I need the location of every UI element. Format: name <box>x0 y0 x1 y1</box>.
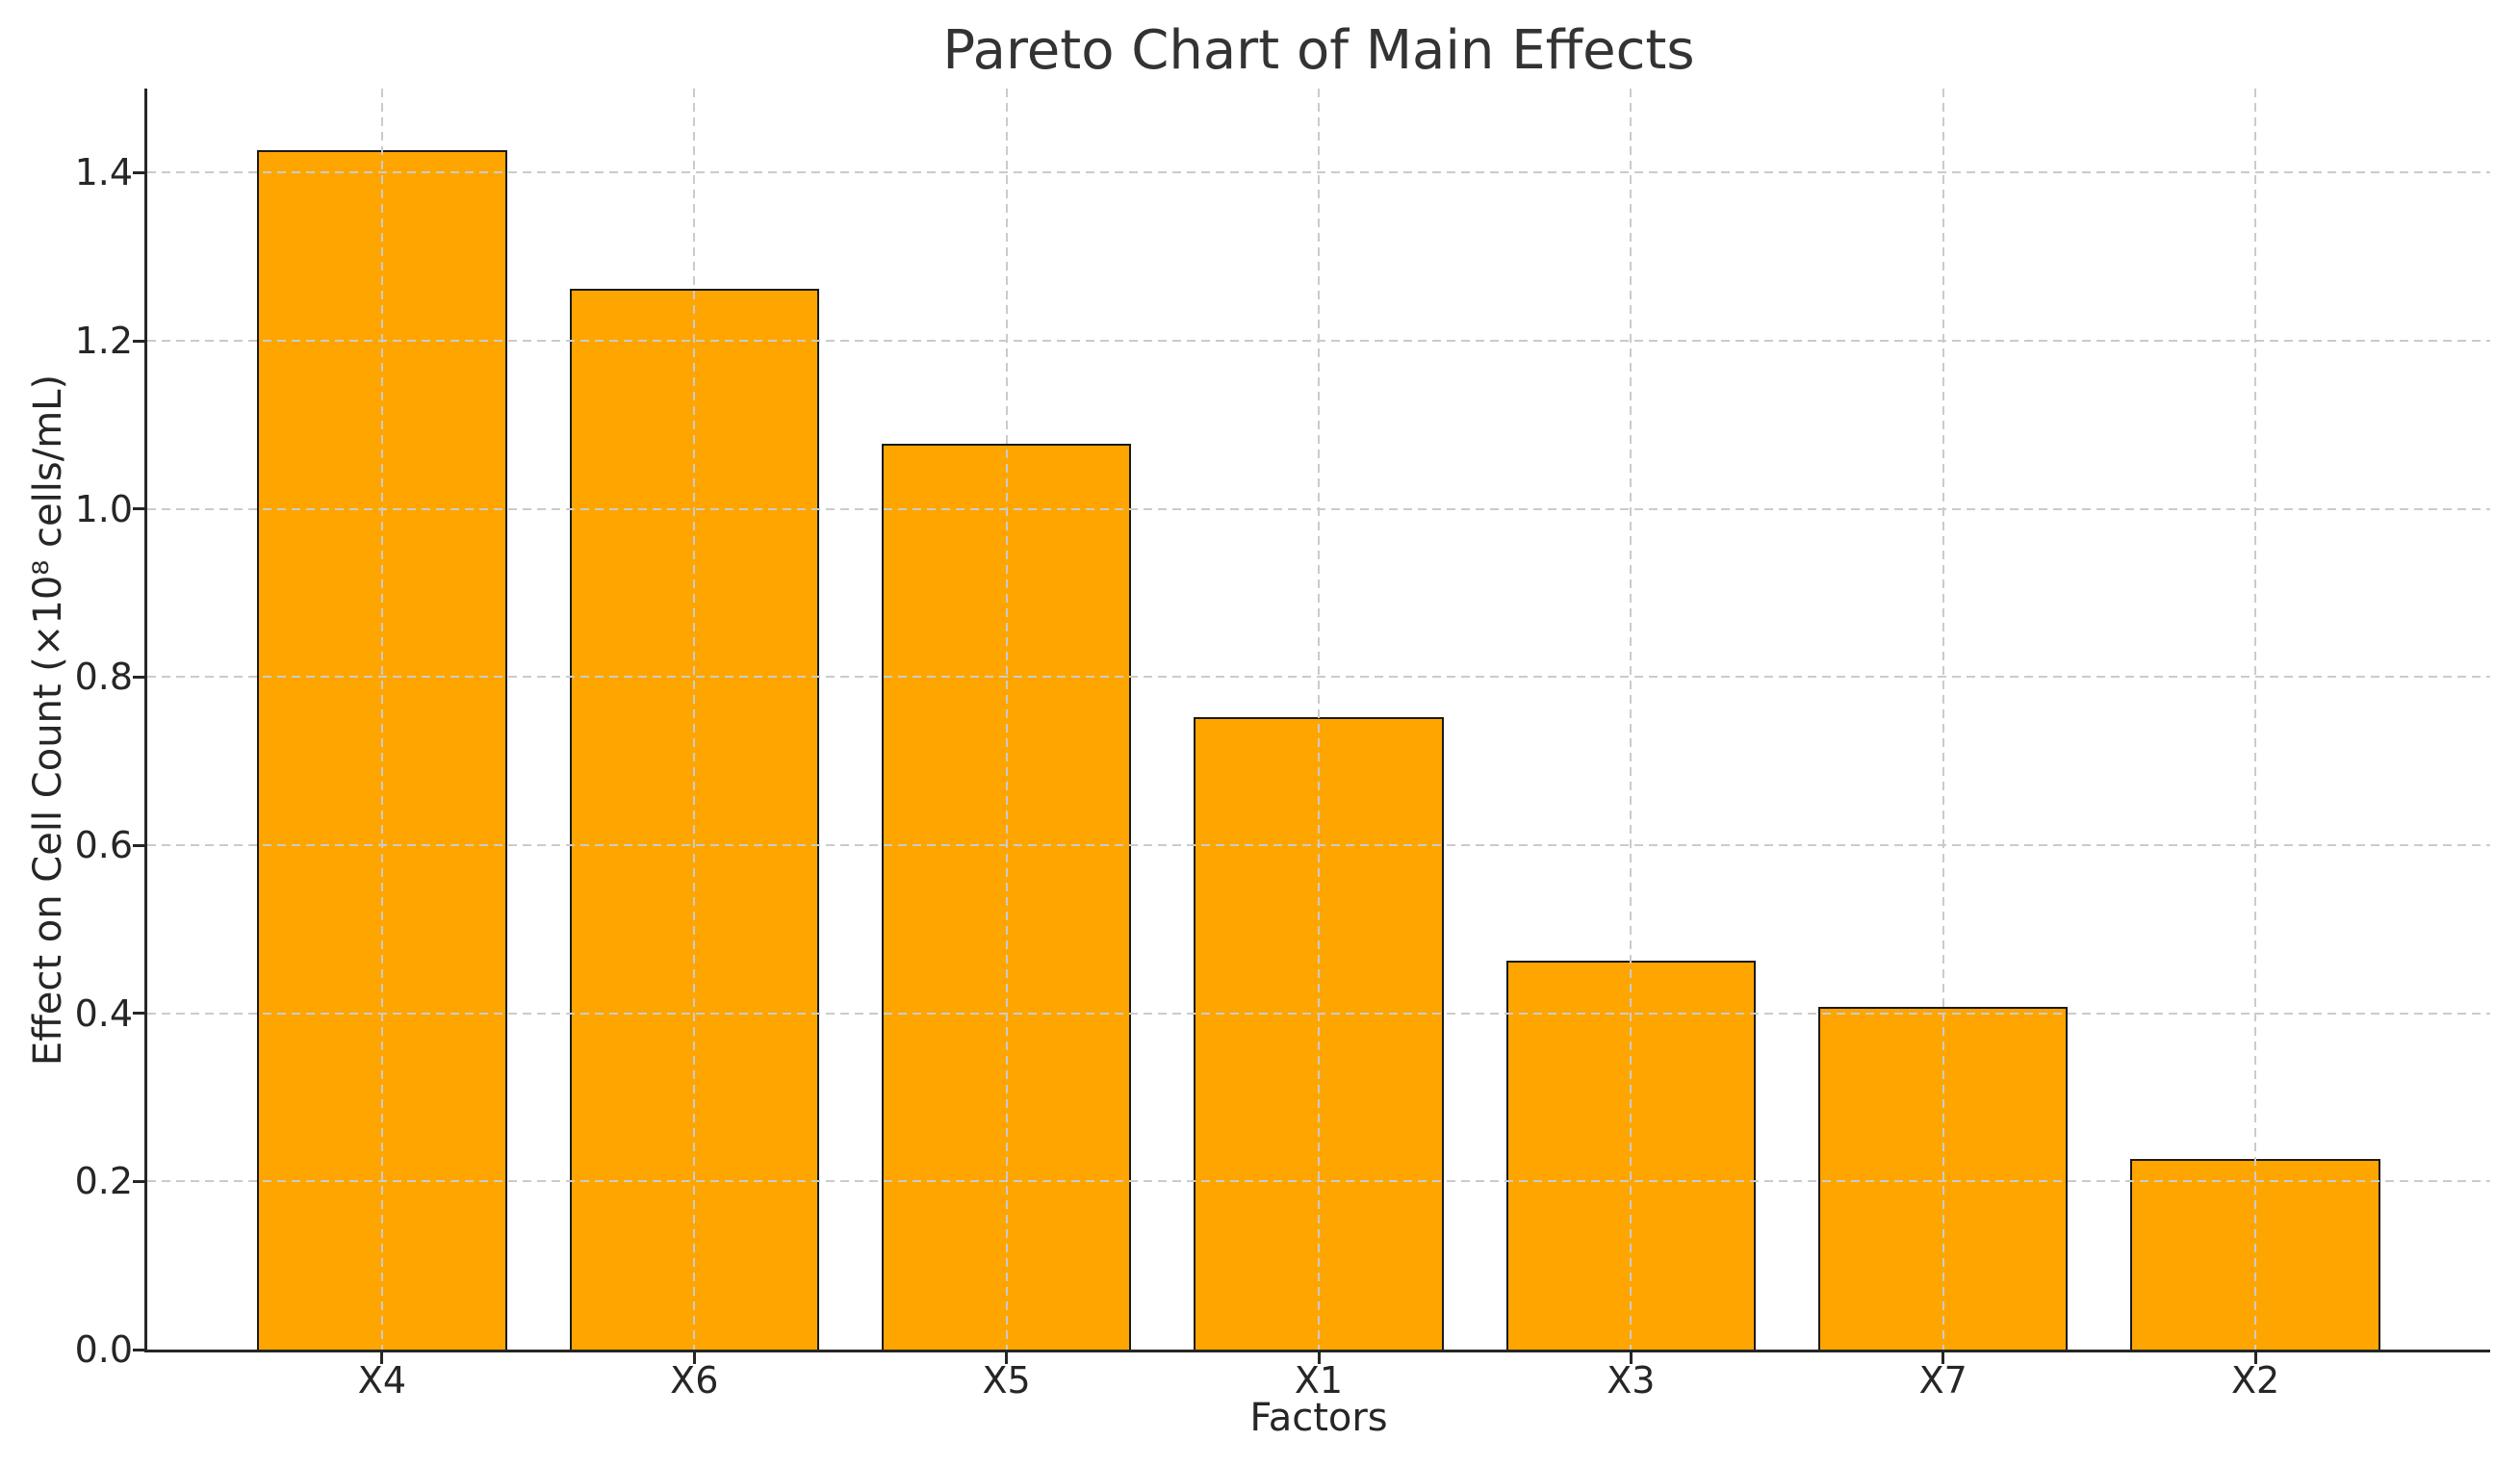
y-tick-label-0.0: 0.0 <box>74 1328 133 1371</box>
y-tick-0.8 <box>133 675 147 679</box>
y-tick-label-0.6: 0.6 <box>74 824 133 866</box>
x-tick-label-X5: X5 <box>982 1359 1031 1402</box>
y-tick-1.2 <box>133 339 147 343</box>
y-tick-1.0 <box>133 507 147 511</box>
y-tick-0.2 <box>133 1179 147 1183</box>
gridline-x-X1 <box>1318 89 1320 1350</box>
y-tick-label-1.0: 1.0 <box>74 487 133 530</box>
x-tick-X6 <box>692 1350 696 1364</box>
x-tick-label-X6: X6 <box>670 1359 719 1402</box>
gridline-x-X3 <box>1630 89 1633 1350</box>
x-tick-label-X2: X2 <box>2230 1359 2280 1402</box>
y-tick-0.6 <box>133 843 147 847</box>
y-tick-1.4 <box>133 170 147 174</box>
x-tick-X3 <box>1629 1350 1633 1364</box>
x-tick-X1 <box>1317 1350 1321 1364</box>
x-tick-X4 <box>380 1350 384 1364</box>
x-tick-label-X1: X1 <box>1294 1359 1344 1402</box>
y-axis-spine <box>144 89 147 1352</box>
gridline-x-X4 <box>380 89 383 1350</box>
y-tick-label-0.2: 0.2 <box>74 1160 133 1203</box>
y-tick-0.4 <box>133 1012 147 1016</box>
x-axis-spine <box>144 1350 2490 1352</box>
gridline-x-X7 <box>1941 89 1944 1350</box>
chart-title: Pareto Chart of Main Effects <box>942 19 1695 82</box>
gridline-x-X5 <box>1005 89 1008 1350</box>
gridline-x-X6 <box>693 89 696 1350</box>
x-tick-X5 <box>1005 1350 1009 1364</box>
y-tick-0.0 <box>133 1348 147 1351</box>
x-axis-label: Factors <box>1249 1396 1388 1440</box>
x-tick-label-X3: X3 <box>1607 1359 1656 1402</box>
x-tick-X2 <box>2253 1350 2257 1364</box>
y-tick-label-1.2: 1.2 <box>74 320 133 362</box>
y-tick-label-0.4: 0.4 <box>74 991 133 1035</box>
x-tick-label-X4: X4 <box>357 1359 407 1402</box>
gridline-x-X2 <box>2254 89 2257 1350</box>
x-tick-label-X7: X7 <box>1918 1359 1967 1402</box>
y-tick-label-1.4: 1.4 <box>74 151 133 194</box>
y-tick-label-0.8: 0.8 <box>74 656 133 699</box>
x-tick-X7 <box>1941 1350 1945 1364</box>
